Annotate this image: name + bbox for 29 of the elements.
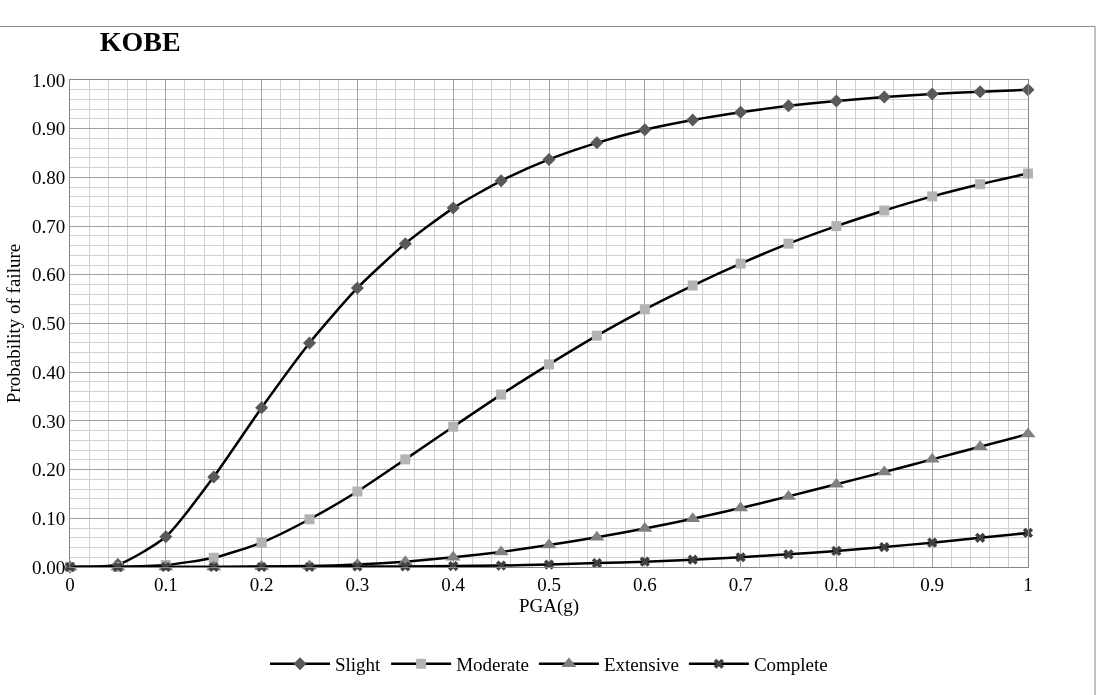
y-tick-label: 0.20 [31, 459, 66, 481]
chart-title: KOBE [99, 25, 181, 57]
y-tick-label: 0.90 [31, 118, 66, 140]
x-tick-label: 0.6 [632, 573, 657, 595]
x-tick-label: 1 [1023, 573, 1033, 595]
x-tick-label: 0.2 [249, 573, 274, 595]
x-tick-label: 0.4 [441, 573, 466, 595]
y-tick-label: 0.10 [31, 507, 66, 529]
x-tick-label: 0 [65, 573, 75, 595]
y-tick-label: 0.30 [31, 410, 66, 432]
y-axis-title: Probability of failure [2, 243, 24, 404]
x-tick-label: 0.9 [920, 573, 945, 595]
legend-label: Moderate [456, 654, 529, 676]
y-tick-label: 0.50 [31, 313, 66, 335]
y-tick-label: 0.40 [31, 361, 66, 383]
y-tick-label: 0.00 [31, 556, 66, 578]
legend-label: Slight [335, 654, 382, 676]
legend-label: Complete [753, 654, 828, 676]
y-tick-label: 0.80 [31, 167, 66, 189]
x-axis-title: PGA(g) [518, 594, 580, 617]
legend-label: Extensive [603, 654, 679, 676]
y-tick-label: 1.00 [31, 69, 66, 91]
x-tick-label: 0.3 [345, 573, 370, 595]
x-tick-label: 0.1 [153, 573, 178, 595]
y-tick-label: 0.70 [31, 215, 66, 237]
x-tick-label: 0.7 [728, 573, 753, 595]
x-tick-label: 0.5 [537, 573, 561, 595]
y-tick-label: 0.60 [31, 264, 66, 286]
x-tick-label: 0.8 [824, 573, 849, 595]
